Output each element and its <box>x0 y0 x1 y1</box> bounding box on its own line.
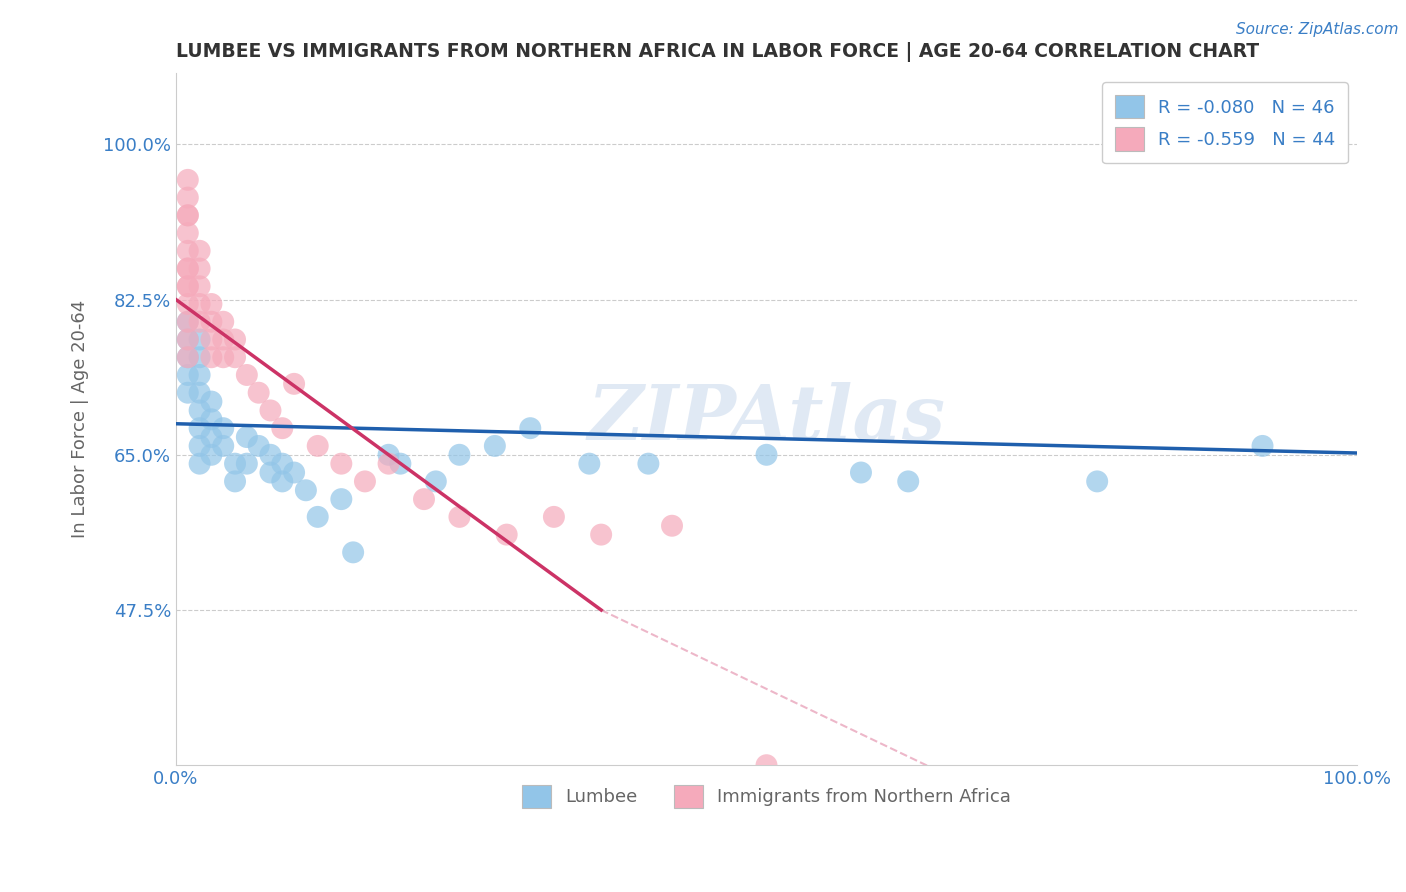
Point <box>200 430 222 444</box>
Point <box>177 385 200 400</box>
Point <box>259 403 281 417</box>
Point <box>200 394 222 409</box>
Point <box>637 457 659 471</box>
Point <box>259 448 281 462</box>
Point <box>224 350 246 364</box>
Point <box>177 315 200 329</box>
Point <box>849 466 872 480</box>
Point <box>200 333 222 347</box>
Point <box>449 509 471 524</box>
Point <box>177 208 200 222</box>
Point <box>330 457 353 471</box>
Point <box>271 421 294 435</box>
Point <box>247 439 270 453</box>
Point <box>413 492 436 507</box>
Point <box>495 527 517 541</box>
Point <box>283 376 305 391</box>
Point <box>449 448 471 462</box>
Point <box>188 457 211 471</box>
Point <box>188 421 211 435</box>
Point <box>177 244 200 258</box>
Point <box>425 475 447 489</box>
Point <box>307 439 329 453</box>
Point <box>212 350 235 364</box>
Point <box>224 475 246 489</box>
Point <box>200 448 222 462</box>
Point <box>212 315 235 329</box>
Point <box>271 475 294 489</box>
Point <box>661 518 683 533</box>
Point <box>755 448 778 462</box>
Point <box>897 475 920 489</box>
Point <box>389 457 412 471</box>
Point <box>188 333 211 347</box>
Point <box>188 261 211 276</box>
Point <box>177 261 200 276</box>
Point <box>177 279 200 293</box>
Point <box>177 333 200 347</box>
Point <box>188 439 211 453</box>
Point <box>236 457 259 471</box>
Point <box>200 297 222 311</box>
Point <box>177 315 200 329</box>
Point <box>188 297 211 311</box>
Point <box>200 315 222 329</box>
Point <box>259 466 281 480</box>
Point <box>212 333 235 347</box>
Point <box>224 333 246 347</box>
Point <box>342 545 364 559</box>
Point <box>177 333 200 347</box>
Point <box>188 385 211 400</box>
Point <box>188 244 211 258</box>
Point <box>177 226 200 240</box>
Point <box>543 509 565 524</box>
Point <box>200 412 222 426</box>
Y-axis label: In Labor Force | Age 20-64: In Labor Force | Age 20-64 <box>72 301 89 539</box>
Point <box>1251 439 1274 453</box>
Point <box>188 403 211 417</box>
Point <box>271 457 294 471</box>
Point <box>188 315 211 329</box>
Point <box>377 448 399 462</box>
Point <box>188 279 211 293</box>
Point <box>177 173 200 187</box>
Point <box>177 208 200 222</box>
Point <box>578 457 600 471</box>
Legend: Lumbee, Immigrants from Northern Africa: Lumbee, Immigrants from Northern Africa <box>515 777 1018 815</box>
Point <box>591 527 613 541</box>
Text: LUMBEE VS IMMIGRANTS FROM NORTHERN AFRICA IN LABOR FORCE | AGE 20-64 CORRELATION: LUMBEE VS IMMIGRANTS FROM NORTHERN AFRIC… <box>176 42 1260 62</box>
Point <box>177 261 200 276</box>
Point <box>283 466 305 480</box>
Point <box>212 421 235 435</box>
Point <box>177 350 200 364</box>
Text: Source: ZipAtlas.com: Source: ZipAtlas.com <box>1236 22 1399 37</box>
Point <box>177 191 200 205</box>
Point <box>330 492 353 507</box>
Point <box>212 439 235 453</box>
Point <box>188 350 211 364</box>
Point <box>307 509 329 524</box>
Point <box>755 758 778 772</box>
Point <box>177 350 200 364</box>
Point <box>177 297 200 311</box>
Point <box>236 430 259 444</box>
Point <box>188 368 211 382</box>
Point <box>224 457 246 471</box>
Point <box>1085 475 1108 489</box>
Point <box>177 279 200 293</box>
Point <box>200 350 222 364</box>
Point <box>484 439 506 453</box>
Point <box>519 421 541 435</box>
Text: ZIPAtlas: ZIPAtlas <box>588 383 945 457</box>
Point <box>236 368 259 382</box>
Point <box>177 368 200 382</box>
Point <box>377 457 399 471</box>
Point <box>247 385 270 400</box>
Point <box>295 483 318 498</box>
Point <box>354 475 377 489</box>
